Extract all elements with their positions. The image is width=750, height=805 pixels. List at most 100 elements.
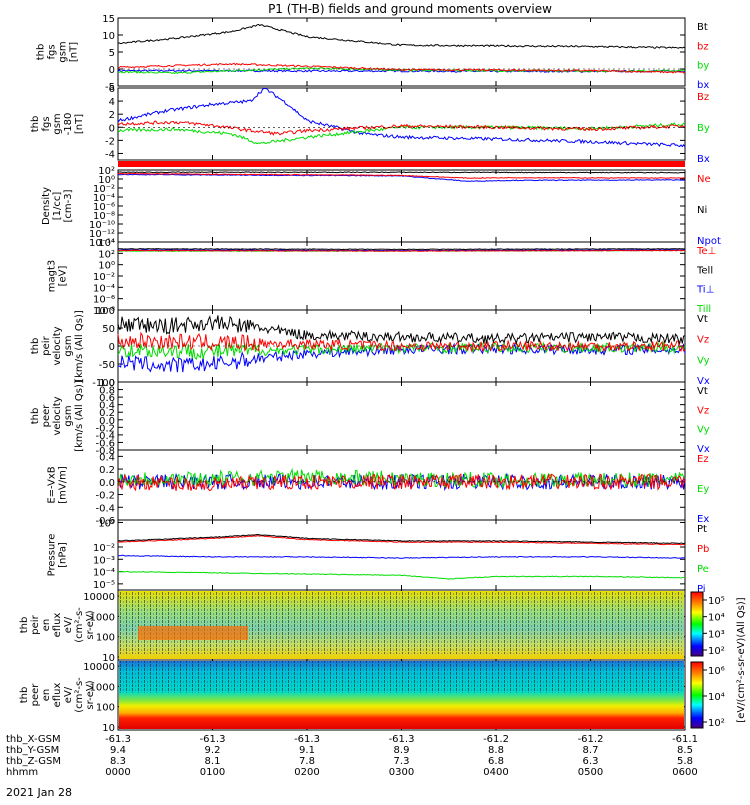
y-axis-label-line: Density — [41, 187, 52, 225]
spectrogram-hot-band — [138, 626, 248, 640]
y-axis-label-line: (cm²-s- — [74, 607, 85, 643]
y-tick-label: -0.8 — [95, 446, 115, 457]
series-Pe — [117, 570, 685, 580]
x-tick-label: -61.3 — [105, 734, 131, 745]
y-tick-label: 10⁻⁴ — [93, 193, 115, 204]
y-axis-label: magt3[eV] — [47, 260, 69, 293]
y-tick-label: -0.2 — [95, 423, 115, 434]
series-By — [117, 122, 686, 145]
legend-Ez: Ez — [697, 454, 709, 465]
y-tick-label: -0.2 — [95, 491, 115, 502]
x-tick-label: 9.2 — [205, 745, 221, 756]
y-axis-label: E=-VxB[mV/m] — [47, 466, 69, 504]
legend-bz: bz — [697, 41, 709, 52]
legend-Ne: Ne — [697, 174, 711, 185]
colorbar-tick-label: 10³ — [708, 629, 725, 640]
y-axis-label-line: gsm — [58, 41, 69, 62]
legend-Pt: Pt — [697, 524, 707, 535]
y-axis-label: Density[1/cc][cm-3] — [41, 187, 74, 225]
colorbar-tick-label: 10² — [708, 718, 725, 729]
x-row-label: hhmm — [6, 767, 38, 778]
x-tick-label: 0600 — [672, 767, 697, 778]
y-axis-label-line: thb — [30, 338, 41, 355]
y-axis-label-line: Pressure — [47, 534, 58, 577]
x-tick-label: 0300 — [389, 767, 414, 778]
y-tick-label: 10 — [102, 31, 115, 42]
y-axis-label-line: E=-VxB — [47, 466, 58, 503]
y-axis-label-line: [km/s (All Qs)] — [74, 380, 85, 452]
series-by — [117, 67, 686, 75]
y-axis-label: thbfgsgsm[nT] — [36, 41, 80, 62]
colorbar-tick-label: 10⁶ — [708, 666, 725, 677]
y-axis-label-line: gsm — [52, 113, 63, 134]
x-tick-label: 7.3 — [394, 756, 410, 767]
y-axis-label-line: [nPa] — [58, 542, 69, 568]
y-axis-label-line: -180 — [63, 113, 74, 136]
series-Ez — [117, 473, 686, 492]
x-tick-label: 6.3 — [583, 756, 599, 767]
y-axis-label-line: eflux — [52, 683, 63, 708]
mode-bar — [118, 161, 685, 167]
y-tick-label: 10⁻⁶ — [93, 202, 115, 213]
y-axis-label: thbpeervelocitygsm[km/s (All Qs)] — [30, 380, 85, 452]
y-tick-label: 10⁻² — [93, 543, 115, 554]
y-tick-label: 0.6 — [99, 393, 115, 404]
panel-density: Density[1/cc][cm-3]10²10⁰10⁻²10⁻⁴10⁻⁶10⁻… — [41, 166, 721, 249]
legend-Pb: Pb — [697, 544, 709, 555]
legend-Vz: Vz — [697, 335, 709, 346]
y-tick-label: 10⁻⁴ — [93, 283, 115, 294]
colorbar-label: [eV/(cm²-s-sr-eV)(All Qs)] — [736, 597, 747, 722]
y-tick-label: 10⁻² — [93, 272, 115, 283]
x-tick-label: -61.3 — [200, 734, 226, 745]
x-tick-label: 9.4 — [110, 745, 126, 756]
y-tick-label: 100 — [96, 703, 115, 714]
y-tick-label: 10000 — [83, 662, 115, 673]
x-tick-label: 0200 — [294, 767, 319, 778]
y-tick-label: 10⁻⁸ — [93, 211, 115, 222]
x-tick-label: 8.1 — [205, 756, 221, 767]
y-tick-label: -0.6 — [95, 438, 115, 449]
y-axis-label-line: [1/cc] — [52, 192, 63, 221]
x-tick-label: 0000 — [105, 767, 130, 778]
series-Vz — [117, 331, 686, 353]
y-axis-label: thbpeerenefluxeV/(cm²-s-sr-eV) — [19, 677, 96, 713]
y-axis-label-line: [eV] — [58, 266, 69, 287]
date-label: 2021 Jan 28 — [6, 786, 72, 799]
y-axis-label-line: peer — [30, 683, 41, 707]
legend-Bx: Bx — [697, 154, 710, 165]
legend-Vx: Vx — [697, 444, 710, 455]
y-axis-label-line: [cm-3] — [63, 189, 74, 222]
panel-peer_velocity: thbpeervelocitygsm[km/s (All Qs)] 1.00.80… — [30, 378, 710, 457]
spectrogram-speckle — [119, 591, 684, 654]
y-tick-label: 1000 — [90, 612, 115, 623]
y-tick-label: 10⁻¹⁰ — [89, 220, 115, 231]
y-axis-label-line: magt3 — [47, 260, 58, 293]
series-Ey — [117, 467, 686, 489]
x-tick-label: 8.9 — [394, 745, 410, 756]
panel-peir_velocity: thbpeirvelocitygsm[km/s (All Qs)] 100 50 0 -… — [30, 306, 710, 389]
y-tick-label: 0.8 — [99, 386, 115, 397]
y-tick-label: 10⁻¹⁴ — [89, 238, 115, 249]
y-axis-label-line: sr-eV) — [85, 680, 96, 709]
legend-by: by — [697, 61, 709, 72]
y-axis-label-line: eV/ — [63, 686, 74, 703]
y-tick-label: 10⁰ — [98, 261, 115, 272]
y-tick-label: 10⁰ — [98, 175, 115, 186]
y-tick-label: 0 — [109, 123, 115, 134]
y-axis-label-line: thb — [19, 617, 30, 634]
y-tick-label: -4 — [105, 149, 115, 160]
series-Vx — [117, 342, 686, 373]
y-tick-label: 10⁰ — [98, 518, 115, 529]
y-axis-label: thbpeirvelocitygsm[km/s (All Qs)] — [30, 310, 85, 382]
series-Bx — [117, 88, 686, 148]
panel-fgs_gsm: thbfgsgsm[nT] 15 10 5 0 -5 Bt bz by bx — [36, 14, 710, 93]
y-tick-label: -50 — [99, 360, 115, 371]
y-tick-label: 100 — [96, 306, 115, 317]
x-tick-label: 8.5 — [677, 745, 693, 756]
x-tick-label: 0100 — [200, 767, 225, 778]
series-bz — [117, 62, 686, 74]
y-tick-label: -5 — [105, 82, 115, 93]
y-axis-label-line: peir — [41, 335, 52, 355]
